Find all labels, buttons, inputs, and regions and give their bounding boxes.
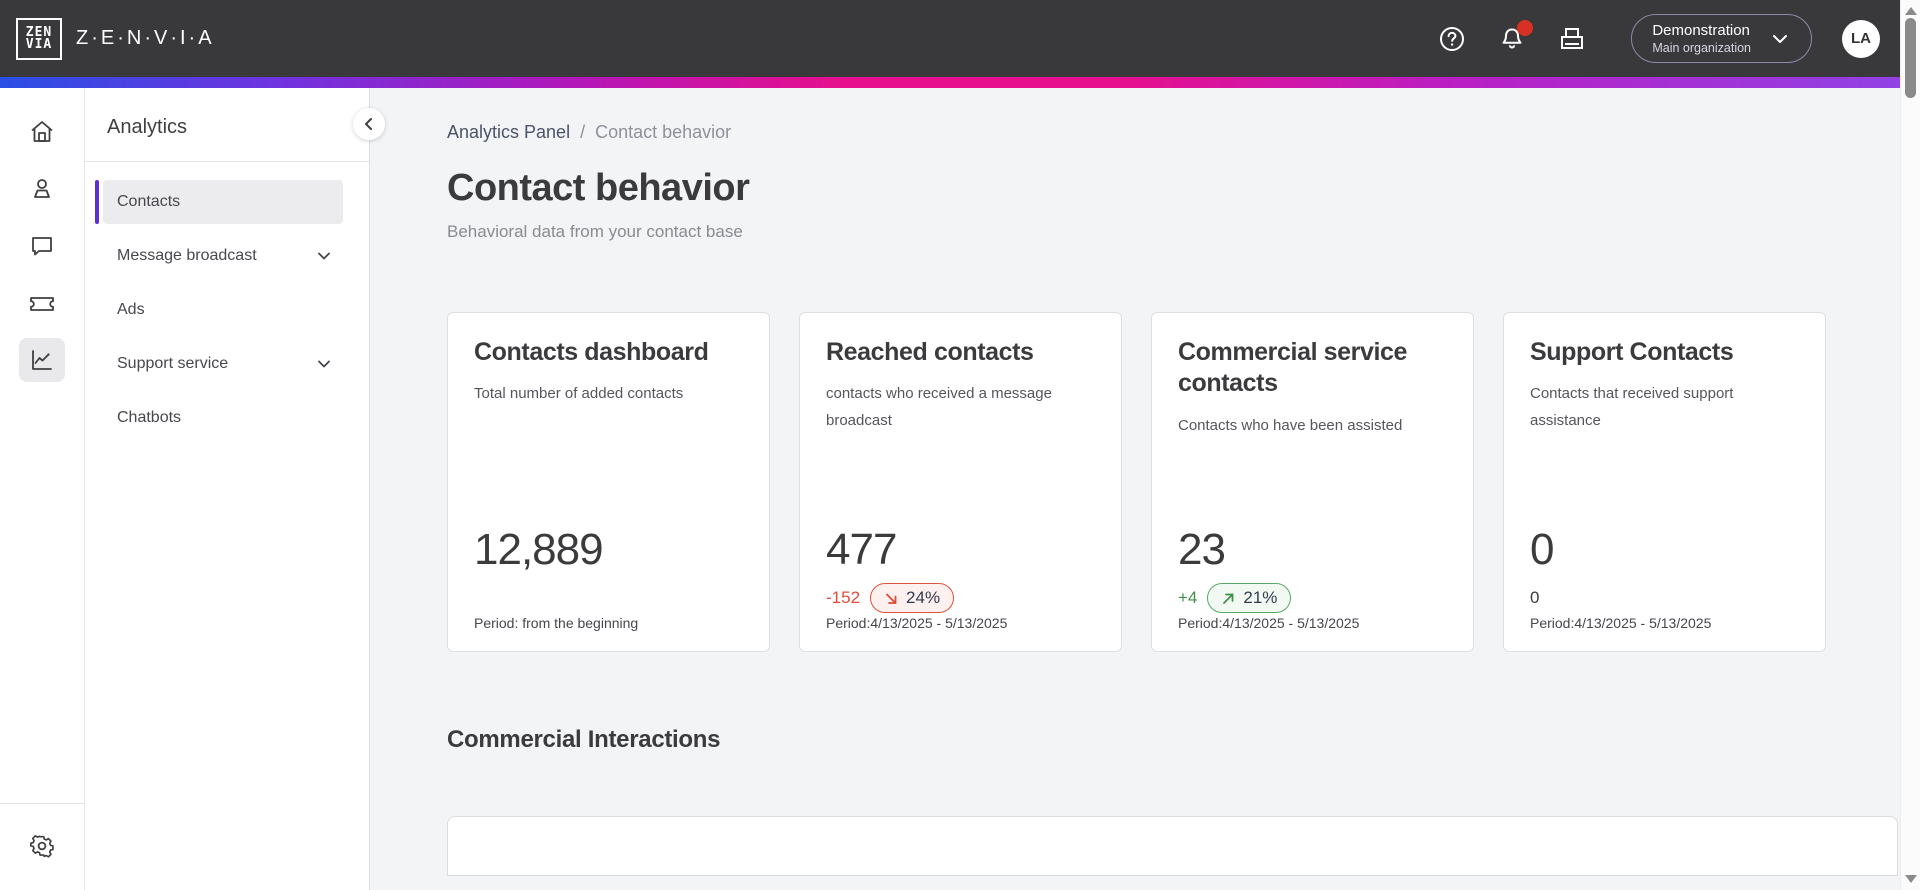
scrollbar-down-arrow[interactable] — [1905, 875, 1917, 883]
main-content: Analytics Panel / Contact behavior Conta… — [370, 88, 1920, 890]
logo-bottom-text: VIA — [25, 36, 53, 52]
card-title: Support Contacts — [1530, 338, 1734, 366]
notification-badge — [1517, 19, 1534, 36]
conversations-icon[interactable] — [19, 224, 65, 268]
brand-name: Z·E·N·V·I·A — [76, 27, 215, 49]
chevron-down-icon — [318, 252, 330, 260]
card-title: Commercial service contacts — [1178, 338, 1408, 398]
delta-value: -152 — [826, 588, 861, 607]
card-description: Total number of added contacts — [474, 385, 684, 403]
logo-top-text: ZEN — [25, 24, 53, 40]
breadcrumb-analytics-panel[interactable]: Analytics Panel — [447, 122, 571, 142]
card-period: Period: from the beginning — [474, 615, 639, 631]
home-icon[interactable] — [19, 110, 65, 154]
organization-selector[interactable]: Demonstration Main organization — [1631, 14, 1812, 63]
sidebar-item-label: Ads — [117, 301, 145, 318]
card-value: 12,889 — [474, 525, 604, 574]
chevron-down-icon — [318, 360, 330, 368]
contacts-icon[interactable] — [19, 167, 65, 211]
sidebar-title: Analytics — [107, 116, 188, 138]
scrollbar-up-arrow[interactable] — [1905, 7, 1917, 15]
scrollbar[interactable] — [1900, 0, 1920, 890]
sidebar-item-label: Chatbots — [117, 409, 182, 426]
organization-name: Demonstration — [1652, 22, 1750, 39]
sidebar-item-label: Contacts — [117, 193, 181, 210]
icon-rail — [0, 88, 85, 890]
card-support-contacts: Support Contacts Contacts that received … — [1503, 312, 1826, 652]
card-commercial-service-contacts: Commercial service contacts Contacts who… — [1151, 312, 1474, 652]
breadcrumb: Analytics Panel / Contact behavior — [447, 122, 1920, 143]
topbar: ZEN VIA Z·E·N·V·I·A — [0, 0, 1920, 77]
scrollbar-thumb[interactable] — [1905, 18, 1916, 98]
analytics-sidebar: Analytics Contacts Message broadcast — [85, 88, 385, 890]
organization-subtitle: Main organization — [1652, 41, 1751, 55]
delta-value: +4 — [1178, 588, 1198, 607]
trend-pill: 21% — [1207, 583, 1292, 613]
sidebar-item-contacts[interactable]: Contacts — [103, 180, 343, 224]
sidebar-divider — [85, 161, 369, 162]
card-period: Period:4/13/2025 - 5/13/2025 — [1530, 615, 1712, 631]
sidebar-item-support-service[interactable]: Support service — [103, 342, 343, 386]
card-title: Contacts dashboard — [474, 338, 709, 366]
card-reached-contacts: Reached contacts contacts who received a… — [799, 312, 1122, 652]
sidebar-item-label: Message broadcast — [117, 247, 257, 264]
card-description: Contacts that received support assistanc… — [1530, 385, 1734, 430]
breadcrumb-current: Contact behavior — [595, 122, 732, 142]
rail-bottom-divider — [0, 803, 84, 890]
notifications-bell-icon[interactable] — [1497, 19, 1534, 54]
sidebar-item-message-broadcast[interactable]: Message broadcast — [103, 234, 343, 278]
page-subtitle: Behavioral data from your contact base — [447, 222, 743, 241]
collapse-sidebar-button[interactable] — [353, 108, 385, 140]
breadcrumb-separator: / — [580, 122, 586, 142]
card-description: Contacts who have been assisted — [1178, 416, 1403, 434]
settings-gear-icon[interactable] — [19, 824, 65, 868]
print-icon[interactable] — [1557, 24, 1587, 54]
sidebar-item-label: Support service — [117, 355, 229, 372]
delta-percent: 24% — [906, 588, 941, 607]
avatar[interactable]: LA — [1842, 19, 1880, 58]
campaigns-ticket-icon[interactable] — [19, 281, 65, 325]
trend-pill: 24% — [870, 583, 955, 613]
sidebar-item-ads[interactable]: Ads — [103, 288, 343, 332]
zenvia-logo-icon: ZEN VIA — [16, 17, 62, 60]
zenvia-brand: ZEN VIA Z·E·N·V·I·A — [16, 17, 215, 60]
analytics-icon[interactable] — [19, 338, 65, 382]
brand-gradient-bar — [0, 77, 1920, 88]
commercial-interactions-card — [447, 816, 1898, 876]
kpi-cards-row: Contacts dashboard Total number of added… — [447, 312, 1920, 652]
help-icon[interactable] — [1437, 24, 1467, 54]
card-contacts-dashboard: Contacts dashboard Total number of added… — [447, 312, 770, 652]
chevron-down-icon — [1773, 34, 1787, 43]
sidebar-item-chatbots[interactable]: Chatbots — [103, 396, 343, 440]
section-title-commercial-interactions: Commercial Interactions — [447, 726, 721, 753]
delta-value: 0 — [1530, 588, 1540, 607]
card-description: contacts who received a message broadcas… — [826, 385, 1052, 430]
card-title: Reached contacts — [826, 338, 1034, 366]
card-value: 23 — [1178, 525, 1226, 574]
card-value: 0 — [1530, 525, 1554, 574]
trend-down-icon — [886, 593, 897, 604]
chevron-left-icon — [365, 118, 372, 130]
card-period: Period:4/13/2025 - 5/13/2025 — [826, 615, 1008, 631]
page-title: Contact behavior — [447, 167, 750, 209]
card-period: Period:4/13/2025 - 5/13/2025 — [1178, 615, 1360, 631]
card-value: 477 — [826, 525, 897, 574]
trend-up-icon — [1223, 593, 1234, 604]
delta-percent: 21% — [1243, 588, 1278, 607]
